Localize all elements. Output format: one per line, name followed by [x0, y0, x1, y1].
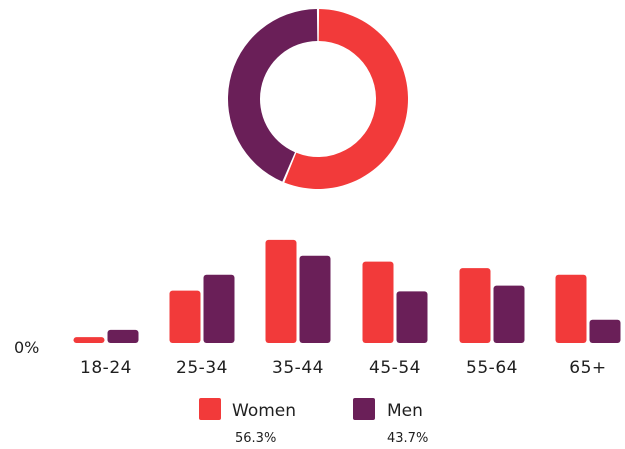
bar-women-55-64	[459, 268, 491, 343]
bar-women-25-34	[169, 290, 201, 343]
legend-item-men: Men 43.7%	[353, 398, 428, 446]
tick-label-55-64: 55-64	[466, 358, 518, 378]
tick-label-18-24: 18-24	[80, 358, 132, 378]
age-bar-chart	[73, 239, 621, 343]
bar-men-35-44	[299, 255, 331, 343]
age-axis-ticks: 18-24 25-34 35-44 45-54 55-64 65+	[80, 358, 606, 378]
bar-men-65+	[589, 319, 621, 343]
legend-percent-men: 43.7%	[387, 431, 428, 446]
y-axis-zero-label: 0%	[14, 338, 39, 357]
bar-women-45-54	[362, 261, 394, 343]
legend: Women 56.3% Men 43.7%	[199, 398, 428, 446]
tick-label-35-44: 35-44	[272, 358, 324, 378]
legend-label-women: Women	[232, 401, 296, 421]
bar-men-18-24	[107, 329, 139, 343]
legend-swatch-men	[353, 398, 375, 420]
tick-label-65+: 65+	[569, 358, 606, 378]
tick-label-25-34: 25-34	[176, 358, 228, 378]
bar-men-55-64	[493, 285, 525, 343]
donut-slice-men	[228, 9, 318, 182]
tick-label-45-54: 45-54	[369, 358, 421, 378]
gender-donut-chart	[228, 9, 408, 189]
legend-percent-women: 56.3%	[235, 431, 276, 446]
legend-item-women: Women 56.3%	[199, 398, 296, 446]
bar-women-18-24	[73, 337, 105, 343]
bar-women-65+	[555, 274, 587, 343]
bar-women-35-44	[265, 239, 297, 343]
legend-swatch-women	[199, 398, 221, 420]
donut-slice-women	[284, 9, 408, 189]
bar-men-45-54	[396, 291, 428, 343]
bar-men-25-34	[203, 274, 235, 343]
legend-label-men: Men	[387, 401, 423, 421]
